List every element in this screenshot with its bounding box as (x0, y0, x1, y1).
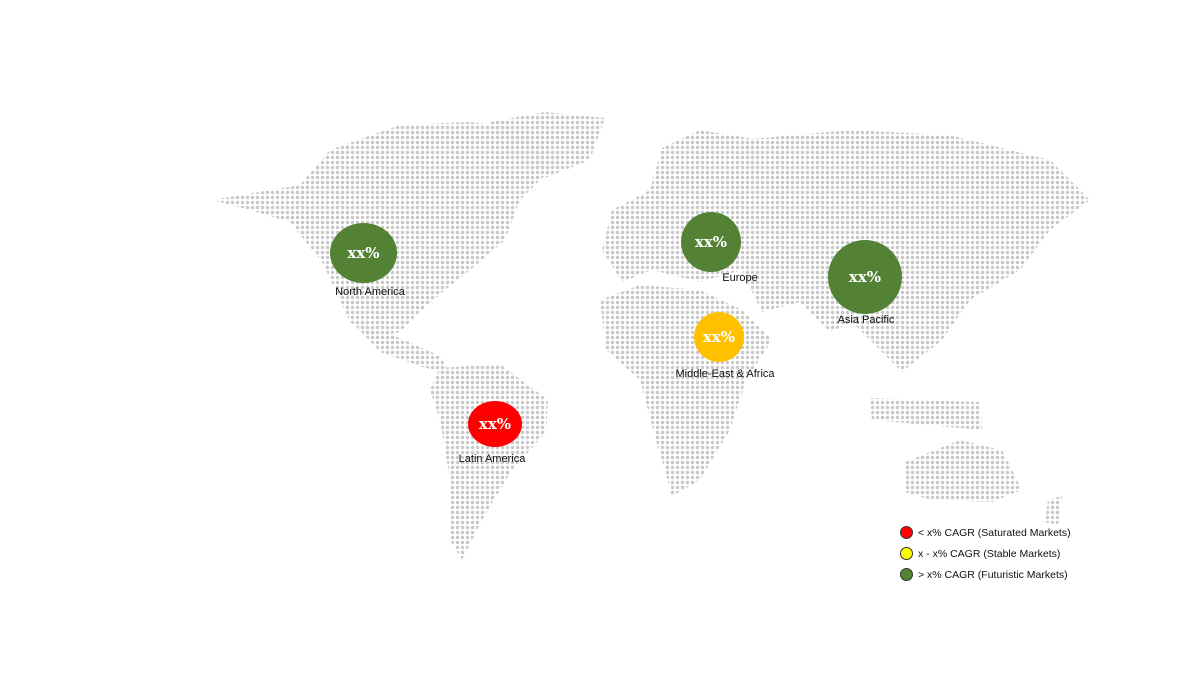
asia-pacific-bubble: xx% (828, 240, 902, 314)
red-circle-icon (900, 526, 913, 539)
north-america-bubble: xx% (330, 223, 397, 283)
north-america-label: North America (335, 286, 405, 298)
middle-east-africa-label: Middle-East & Africa (675, 368, 775, 380)
central-america-landmass (350, 320, 452, 376)
latin-america-label: Latin America (458, 453, 526, 465)
latin-america-bubble: xx% (468, 401, 522, 447)
australia-landmass (905, 440, 1022, 502)
green-circle-icon (900, 568, 913, 581)
europe-bubble: xx% (681, 212, 741, 272)
yellow-circle-icon (900, 547, 913, 560)
legend-item-futuristic: > x% CAGR (Futuristic Markets) (900, 564, 1071, 585)
new-zealand-landmass (1045, 496, 1062, 525)
indonesia-landmass (870, 398, 982, 430)
europe-landmass (602, 130, 760, 282)
legend-item-saturated: < x% CAGR (Saturated Markets) (900, 522, 1071, 543)
legend: < x% CAGR (Saturated Markets) x - x% CAG… (900, 522, 1071, 585)
legend-label: < x% CAGR (Saturated Markets) (918, 526, 1071, 539)
middle-east-africa-bubble: xx% (694, 312, 744, 362)
africa-landmass (600, 285, 772, 496)
asia-landmass (740, 130, 1090, 372)
legend-label: > x% CAGR (Futuristic Markets) (918, 568, 1068, 581)
europe-label: Europe (722, 272, 758, 284)
legend-label: x - x% CAGR (Stable Markets) (918, 547, 1061, 560)
greenland-landmass (490, 112, 605, 178)
legend-item-stable: x - x% CAGR (Stable Markets) (900, 543, 1071, 564)
asia-pacific-label: Asia Pacific (837, 314, 895, 326)
